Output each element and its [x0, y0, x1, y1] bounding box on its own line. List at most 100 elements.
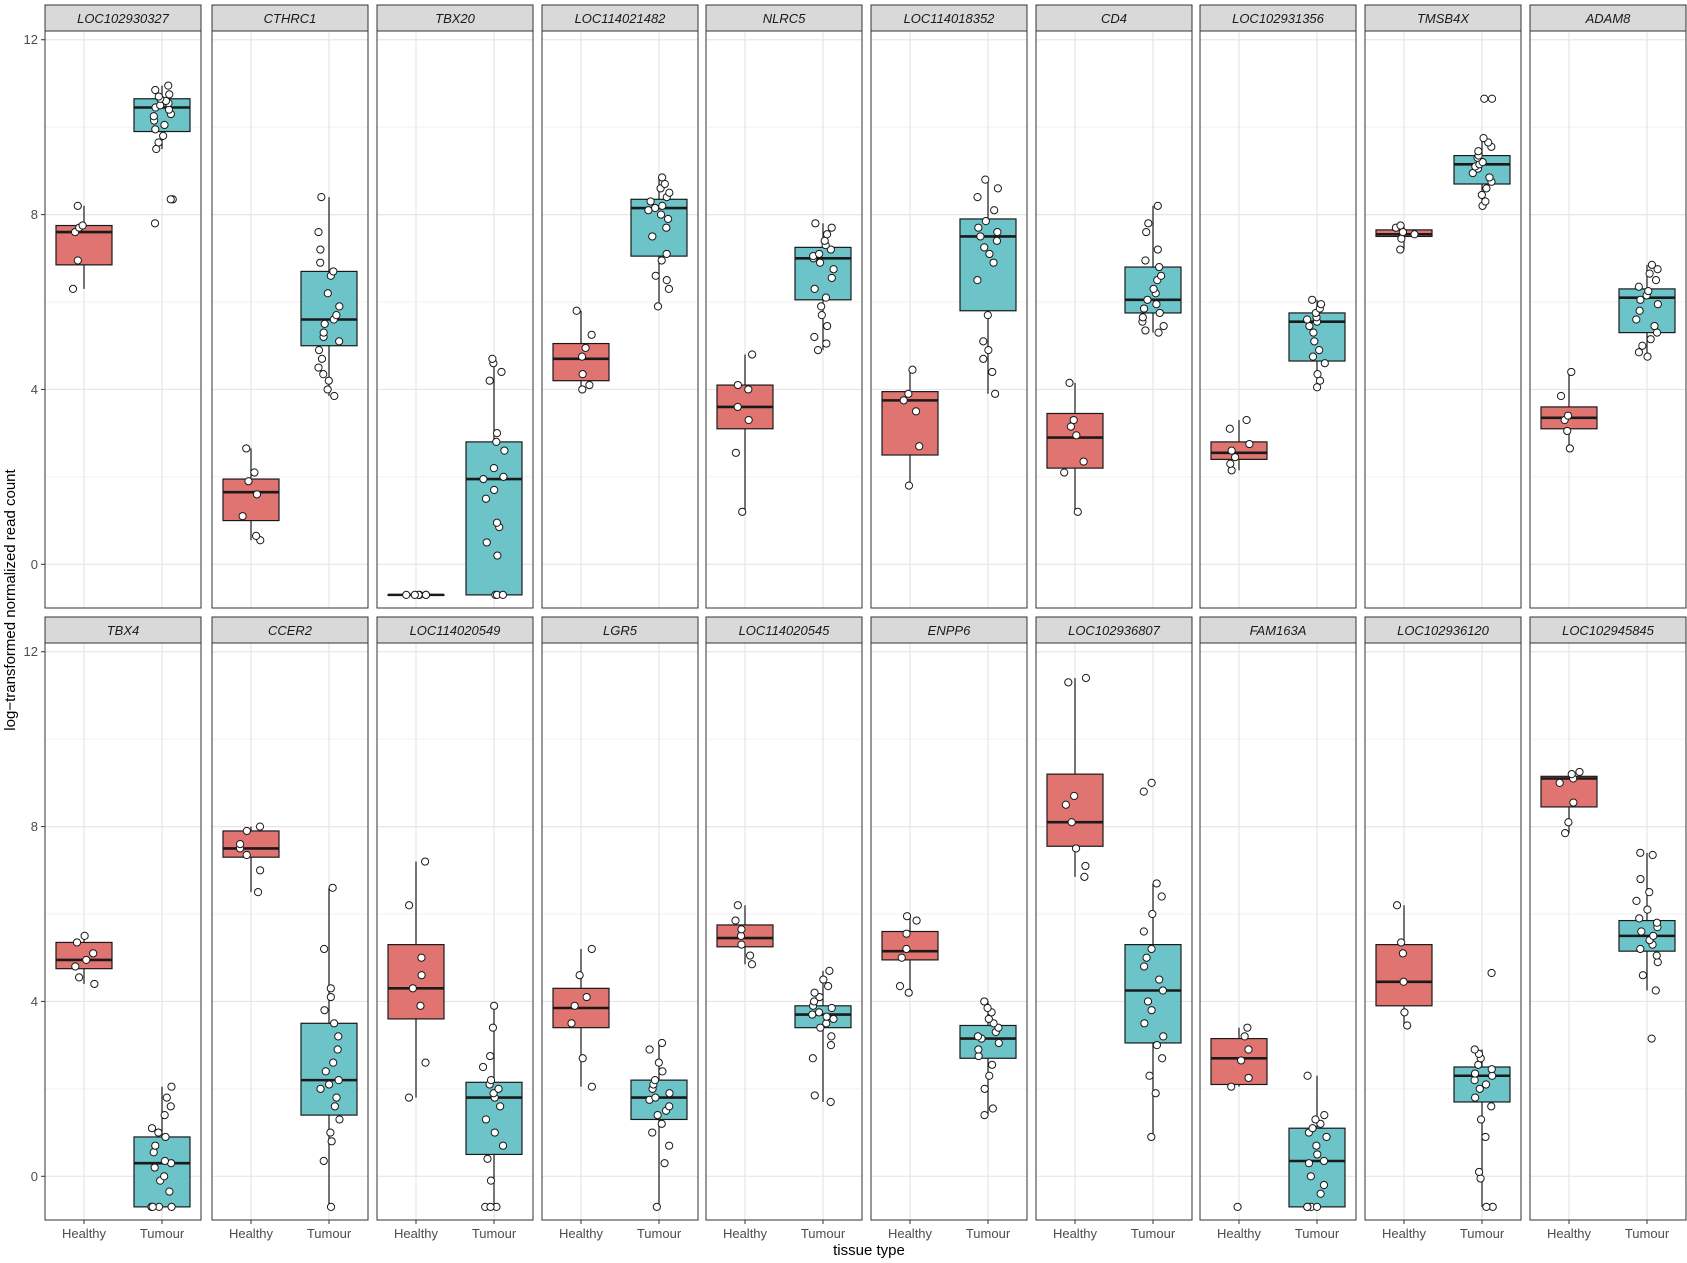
- facet-strip-label: LOC102930327: [77, 11, 170, 26]
- panel-border: [705, 642, 863, 1221]
- data-point: [1139, 304, 1149, 313]
- data-point: [973, 1032, 983, 1041]
- data-point: [242, 444, 251, 453]
- data-point: [733, 380, 743, 390]
- data-point: [1244, 1045, 1253, 1054]
- data-point: [994, 1038, 1003, 1048]
- data-point: [416, 1001, 425, 1010]
- data-point: [319, 1156, 328, 1166]
- x-tick-label: Healthy: [229, 1226, 274, 1241]
- data-point: [826, 1041, 836, 1050]
- x-tick-label: Tumour: [1460, 1226, 1505, 1241]
- data-point: [1477, 190, 1486, 200]
- facet-strip-label: CD4: [1101, 11, 1127, 26]
- data-point: [328, 883, 337, 892]
- data-point: [980, 243, 989, 252]
- data-point: [317, 193, 326, 202]
- data-point: [662, 276, 671, 285]
- facet-strip: [705, 4, 863, 32]
- data-point: [82, 955, 91, 965]
- data-point: [657, 1038, 667, 1048]
- x-tick-label: Tumour: [801, 1226, 846, 1241]
- data-point: [1067, 818, 1076, 827]
- data-point: [987, 1060, 997, 1069]
- panel-border: [1529, 30, 1687, 609]
- data-point: [1081, 861, 1090, 871]
- data-point: [1653, 957, 1662, 967]
- x-tick-label: Tumour: [472, 1226, 517, 1241]
- data-point: [744, 385, 753, 394]
- data-point: [1652, 918, 1662, 927]
- data-point: [492, 429, 502, 438]
- x-tick-label: Healthy: [394, 1226, 439, 1241]
- data-point: [244, 477, 253, 486]
- data-point: [646, 197, 655, 206]
- data-point: [1072, 431, 1081, 440]
- data-point: [1080, 872, 1089, 881]
- facet-strip-label: TMSB4X: [1417, 11, 1470, 26]
- data-point: [329, 1019, 339, 1028]
- facet-strip-label: CTHRC1: [264, 11, 317, 26]
- panel-background: [542, 31, 698, 608]
- data-point: [1475, 1084, 1484, 1093]
- data-point: [904, 481, 914, 490]
- data-point: [1479, 133, 1488, 143]
- data-point: [165, 1187, 174, 1196]
- data-point: [1065, 378, 1074, 387]
- data-point: [73, 256, 82, 265]
- data-point: [485, 376, 494, 385]
- box: [222, 478, 280, 522]
- data-point: [479, 474, 488, 484]
- data-point: [826, 1097, 835, 1107]
- data-point: [1243, 1023, 1252, 1032]
- data-point: [78, 221, 87, 230]
- data-point: [319, 328, 328, 337]
- data-point: [1474, 1167, 1484, 1177]
- data-point: [577, 352, 587, 361]
- data-point: [747, 960, 757, 969]
- healthy-boxplot: [387, 857, 445, 1102]
- data-point: [1070, 791, 1079, 801]
- data-point: [1569, 798, 1578, 807]
- y-tick-label: 0: [31, 1169, 38, 1184]
- data-point: [320, 319, 329, 328]
- data-point: [242, 826, 251, 836]
- data-point: [664, 284, 674, 294]
- facet-strip-label: CCER2: [268, 623, 313, 638]
- data-point: [1320, 1110, 1329, 1120]
- facet-panel-ccer2: CCER2 Healthy Tumour: [211, 616, 369, 1241]
- data-point: [980, 1110, 989, 1120]
- data-point: [319, 370, 328, 379]
- data-point: [1154, 328, 1163, 337]
- data-point: [1231, 453, 1240, 462]
- data-point: [1638, 341, 1647, 350]
- data-point: [817, 311, 826, 320]
- healthy-boxplot: [1210, 1023, 1268, 1211]
- data-point: [1310, 337, 1319, 346]
- data-point: [1147, 944, 1156, 954]
- facet-panel-cd4: CD4: [1035, 4, 1193, 609]
- data-point: [651, 1093, 660, 1102]
- data-point: [902, 929, 911, 938]
- data-point: [1152, 1041, 1162, 1050]
- panel-border: [1199, 30, 1357, 609]
- facet-strip-label: LOC102945845: [1562, 623, 1655, 638]
- data-point: [320, 1006, 329, 1015]
- tumour-boxplot: [300, 193, 358, 401]
- data-point: [330, 1102, 339, 1111]
- facet-strip: [1364, 616, 1522, 644]
- data-point: [151, 85, 160, 95]
- data-point: [897, 953, 906, 962]
- data-point: [824, 982, 833, 991]
- data-point: [499, 472, 508, 481]
- data-point: [653, 302, 663, 311]
- x-tick-label: Tumour: [140, 1226, 185, 1241]
- panel-background: [542, 643, 698, 1220]
- facet-panel-loc102931356: LOC102931356: [1199, 4, 1357, 609]
- facet-strip-label: TBX4: [107, 623, 140, 638]
- box: [1210, 441, 1268, 460]
- data-point: [1396, 221, 1405, 230]
- data-point: [829, 1014, 838, 1024]
- data-point: [1643, 905, 1652, 914]
- data-point: [587, 944, 596, 954]
